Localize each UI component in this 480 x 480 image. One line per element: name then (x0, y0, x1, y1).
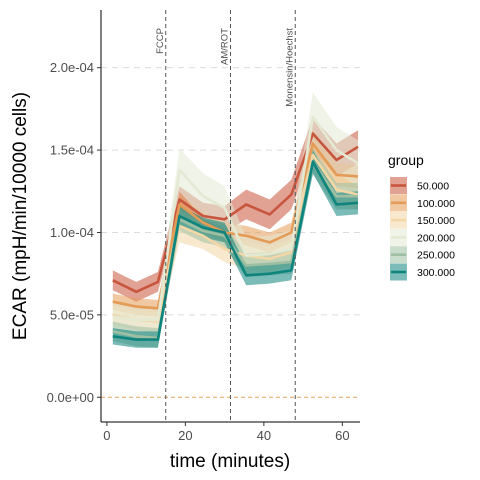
legend-title: group (388, 152, 424, 168)
axis-ticks: 0 20 40 60 0.0e+00 5.0e-05 1.0e-04 1.5e-04 2.0e-… (47, 60, 350, 443)
legend-item-250.000: 250.000 (390, 246, 455, 264)
y-tick-label-1: 5.0e-05 (50, 307, 94, 322)
series-line-50.000 (112, 132, 359, 294)
series-lines (112, 115, 359, 341)
legend-label-50.000: 50.000 (417, 181, 449, 193)
legend-label-300.000: 300.000 (417, 267, 455, 279)
y-tick-label-2: 1.0e-04 (50, 225, 94, 240)
legend-label-150.000: 150.000 (417, 215, 455, 227)
injection-label-2: Monensin/Hoechst (284, 28, 295, 107)
legend-label-250.000: 250.000 (417, 250, 455, 262)
y-tick-label-3: 1.5e-04 (50, 143, 94, 158)
legend-items: 50.000 100.000 150.000 200.000 250.000 300.00… (390, 177, 455, 281)
x-tick-label-3: 60 (335, 428, 349, 443)
injection-label-1: AM/ROT (220, 28, 231, 65)
series-line-200.000 (112, 115, 359, 322)
y-axis-title: ECAR (mpH/min/10000 cells) (10, 92, 31, 340)
legend-item-150.000: 150.000 (390, 211, 455, 229)
x-tick-label-2: 40 (257, 428, 271, 443)
x-tick-label-0: 0 (103, 428, 110, 443)
legend-item-50.000: 50.000 (390, 177, 449, 194)
legend-label-200.000: 200.000 (417, 232, 455, 244)
axes (100, 10, 360, 423)
y-tick-label-4: 2.0e-04 (50, 60, 94, 75)
legend-item-300.000: 300.000 (390, 263, 455, 281)
injection-label-0: FCCP (155, 28, 166, 54)
x-axis-title: time (minutes) (170, 451, 290, 472)
legend-item-200.000: 200.000 (390, 228, 455, 246)
injection-lines: FCCP AM/ROT Monensin/Hoechst (155, 10, 296, 422)
y-tick-label-0: 0.0e+00 (47, 390, 94, 405)
x-tick-label-1: 20 (178, 428, 192, 443)
legend: group 50.000 100.000 150.000 200.000 250.000… (388, 152, 455, 281)
legend-label-100.000: 100.000 (417, 198, 455, 210)
series-line-300.000 (112, 160, 359, 341)
ribbon-50.000 (112, 117, 358, 302)
legend-item-100.000: 100.000 (390, 194, 455, 212)
